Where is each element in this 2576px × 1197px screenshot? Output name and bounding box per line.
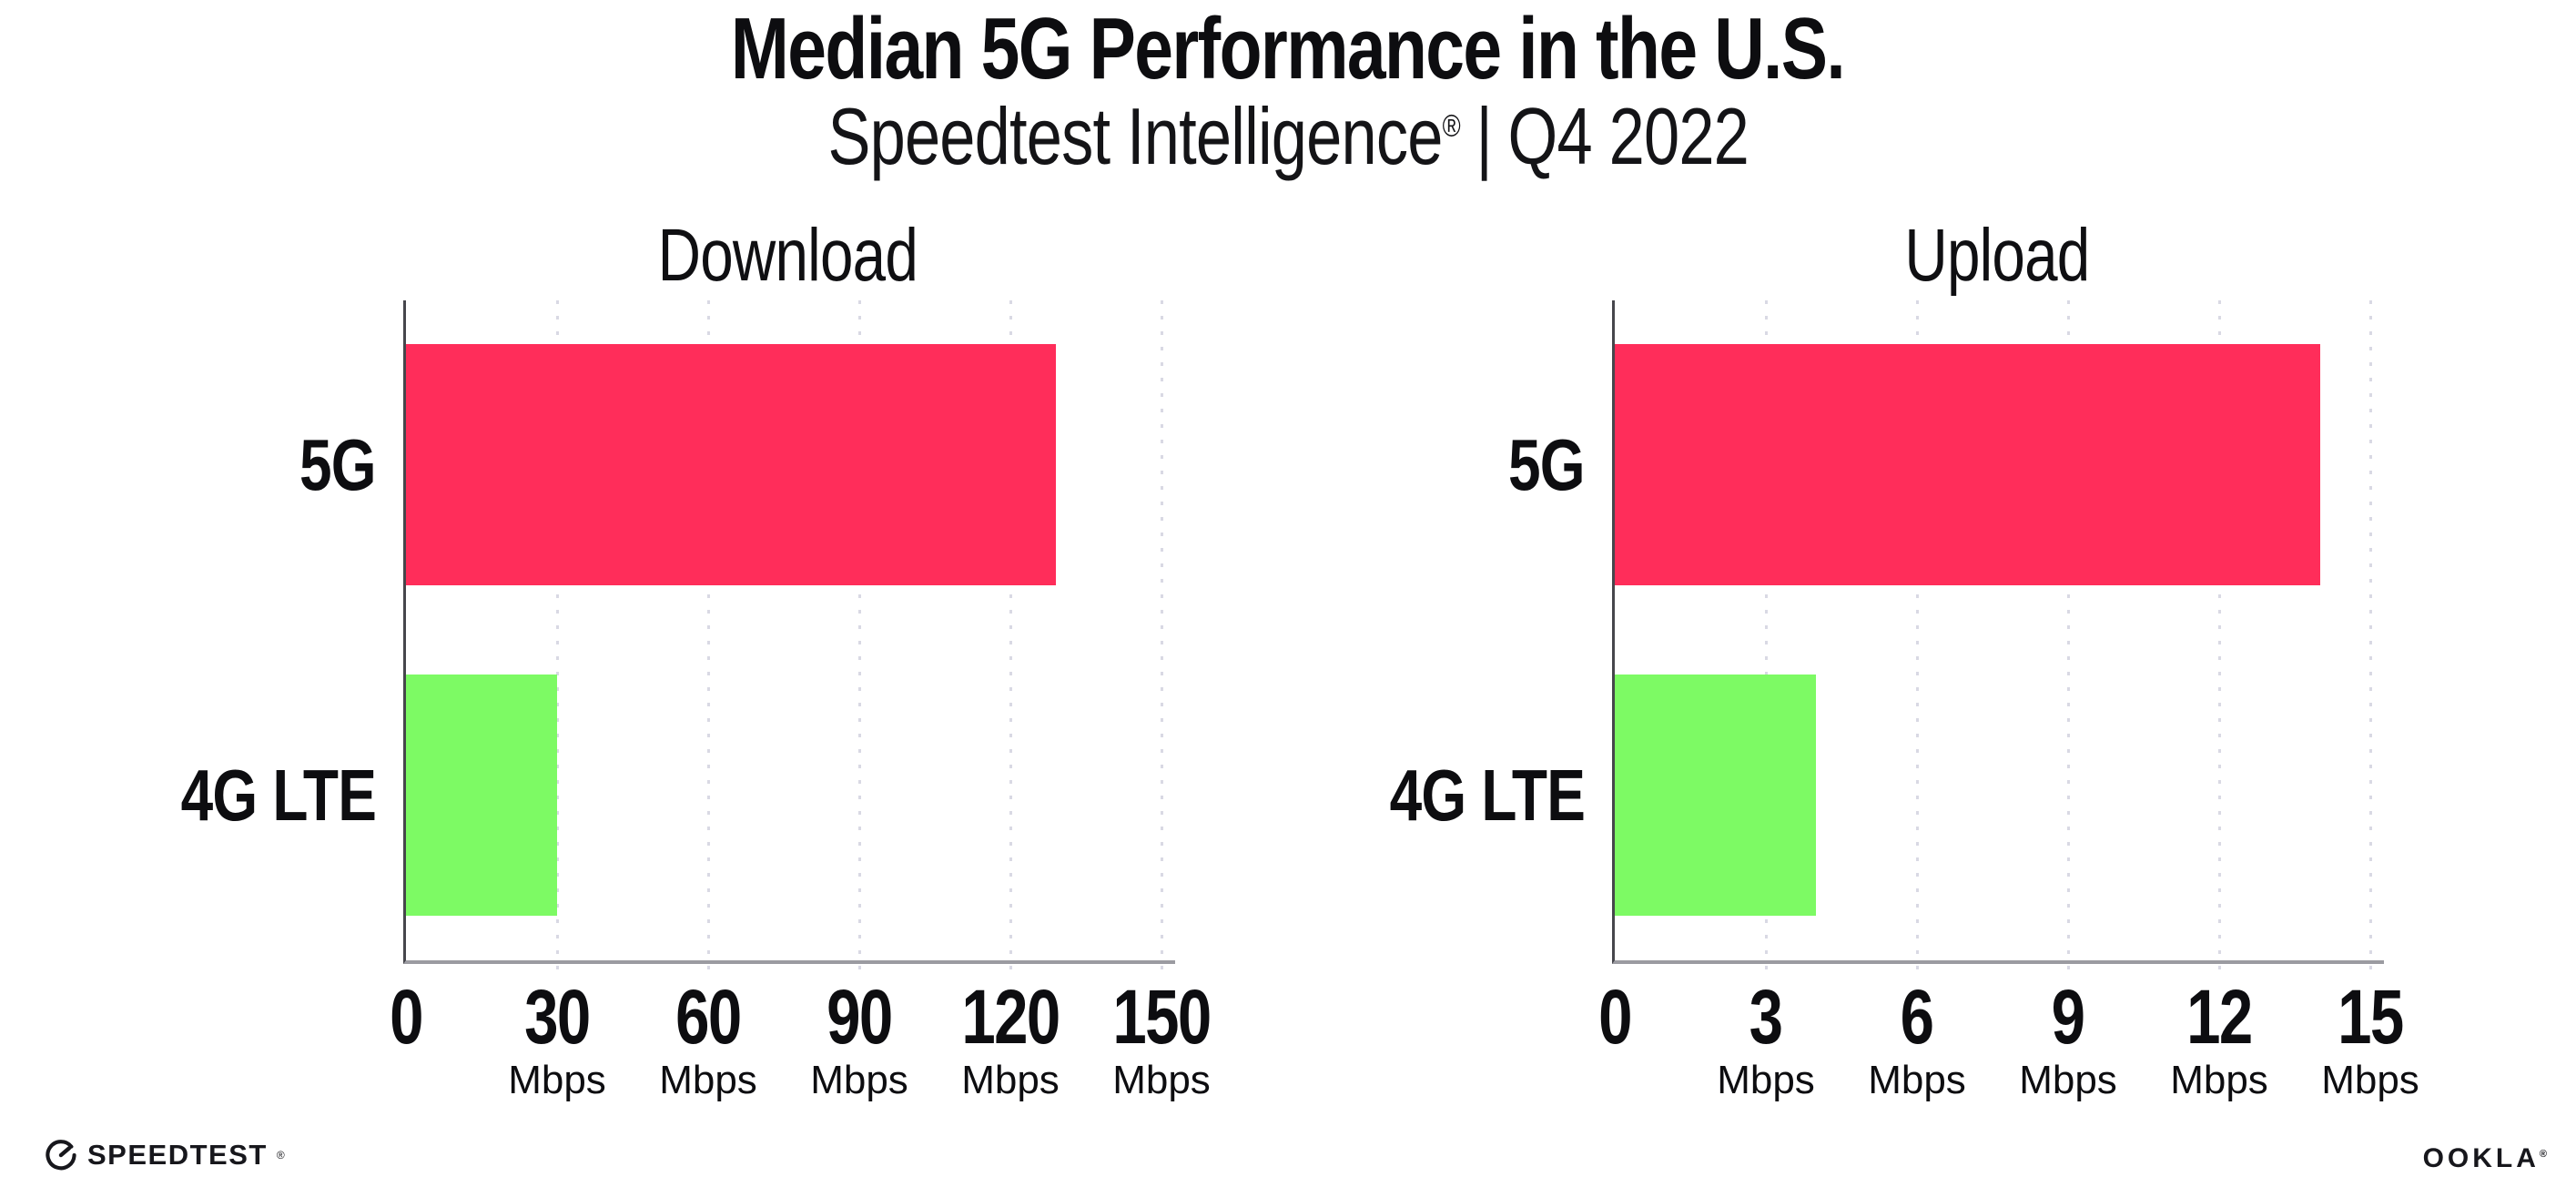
y-label-text: 5G (299, 423, 377, 505)
bar-5g-upload (1615, 344, 2320, 585)
x-tick-value-text: 30 (524, 974, 591, 1060)
x-tick-value: 15 (2321, 979, 2419, 1055)
page-title: Median 5G Performance in the U.S. (0, 0, 2576, 97)
x-tick-value: 9 (2019, 979, 2117, 1055)
x-tick-value-text: 6 (1901, 974, 1934, 1060)
subtitle-period: Q4 2022 (1507, 91, 1749, 181)
x-tick-3-upload: 3 Mbps (1717, 979, 1815, 1102)
x-tick-value-text: 0 (1598, 974, 1632, 1060)
x-tick-unit: Mbps (810, 1058, 908, 1102)
gridline-9-mbps-upload (2067, 300, 2070, 979)
x-tick-value: 150 (1100, 979, 1222, 1055)
x-tick-unit: Mbps (659, 1058, 757, 1102)
x-tick-120-download: 120 Mbps (949, 979, 1071, 1102)
x-tick-value-text: 3 (1749, 974, 1783, 1060)
chart-title-download: Download (403, 218, 1172, 293)
x-tick-value: 90 (810, 979, 908, 1055)
ookla-logo: OOKLA® (2423, 1143, 2547, 1174)
y-label-5g-upload: 5G (1184, 418, 1586, 512)
x-tick-value: 0 (1595, 979, 1636, 1055)
x-tick-0-upload: 0 (1595, 979, 1636, 1055)
x-tick-unit: Mbps (1868, 1058, 1966, 1102)
x-tick-150-download: 150 Mbps (1100, 979, 1222, 1102)
gridline-150-mbps-download (1161, 300, 1163, 979)
x-tick-9-upload: 9 Mbps (2019, 979, 2117, 1102)
gridline-90-mbps-download (858, 300, 861, 979)
y-label-text: 4G LTE (180, 754, 377, 836)
x-tick-unit: Mbps (2019, 1058, 2117, 1102)
gridline-3-mbps-upload (1765, 300, 1768, 979)
x-tick-60-download: 60 Mbps (659, 979, 757, 1102)
x-tick-unit: Mbps (961, 1058, 1060, 1102)
x-tick-value: 0 (386, 979, 427, 1055)
gridline-30-mbps-download (556, 300, 559, 979)
y-label-text: 5G (1508, 423, 1586, 505)
x-tick-12-upload: 12 Mbps (2170, 979, 2268, 1102)
page-subtitle-text: Speedtest Intelligence® | Q4 2022 (827, 91, 1749, 181)
gridline-120-mbps-download (1009, 300, 1012, 979)
x-tick-value-text: 9 (2052, 974, 2085, 1060)
bar-4g-lte-download (406, 675, 557, 916)
page-title-text: Median 5G Performance in the U.S. (731, 0, 1846, 97)
y-label-4g-lte-upload: 4G LTE (1184, 748, 1586, 843)
ookla-wordmark: OOKLA (2422, 1143, 2540, 1173)
gridline-60-mbps-download (707, 300, 710, 979)
plot-upload: 0 3 Mbps 6 Mbps 9 Mbps 12 Mbps 15 Mbps (1598, 300, 2419, 1102)
x-tick-value-text: 60 (675, 974, 742, 1060)
x-tick-value-text: 12 (2186, 974, 2253, 1060)
x-tick-90-download: 90 Mbps (810, 979, 908, 1102)
x-tick-unit: Mbps (2170, 1058, 2268, 1102)
x-tick-value: 120 (949, 979, 1071, 1055)
y-label-5g-download: 5G (0, 418, 377, 512)
x-tick-unit: Mbps (2321, 1058, 2419, 1102)
x-tick-30-download: 30 Mbps (508, 979, 606, 1102)
subtitle-separator: | (1476, 91, 1492, 181)
x-tick-6-upload: 6 Mbps (1868, 979, 1966, 1102)
chart-title-text: Download (657, 214, 918, 297)
y-label-4g-lte-download: 4G LTE (0, 748, 377, 843)
y-label-text: 4G LTE (1389, 754, 1586, 836)
x-tick-0-download: 0 (386, 979, 427, 1055)
x-tick-unit: Mbps (508, 1058, 606, 1102)
plot-download: 0 30 Mbps 60 Mbps 90 Mbps 120 Mbps 150 Mbps (390, 300, 1212, 1102)
ookla-registered-mark: ® (2539, 1149, 2547, 1160)
registered-mark: ® (1442, 108, 1460, 144)
bar-4g-lte-upload (1615, 675, 1816, 916)
x-tick-15-upload: 15 Mbps (2321, 979, 2419, 1102)
gauge-icon (46, 1140, 76, 1171)
chart-title-upload: Upload (1612, 218, 2381, 293)
x-tick-value-text: 0 (390, 974, 423, 1060)
bar-5g-download (406, 344, 1056, 585)
subtitle-brand: Speedtest Intelligence (827, 91, 1443, 181)
x-tick-value: 12 (2170, 979, 2268, 1055)
x-tick-value-text: 15 (2338, 974, 2404, 1060)
speedtest-logo: SPEEDTEST ® (44, 1138, 285, 1172)
page-subtitle: Speedtest Intelligence® | Q4 2022 (0, 91, 2576, 181)
gridline-15-mbps-upload (2369, 300, 2372, 979)
speedtest-wordmark: SPEEDTEST (87, 1139, 268, 1171)
x-tick-unit: Mbps (1112, 1058, 1211, 1102)
x-tick-value-text: 120 (961, 974, 1060, 1060)
x-tick-value-text: 90 (827, 974, 893, 1060)
x-tick-value: 6 (1868, 979, 1966, 1055)
x-tick-unit: Mbps (1717, 1058, 1815, 1102)
x-tick-value: 3 (1717, 979, 1815, 1055)
x-tick-value: 60 (659, 979, 757, 1055)
x-tick-value-text: 150 (1112, 974, 1212, 1060)
gridline-12-mbps-upload (2218, 300, 2221, 979)
gridline-6-mbps-upload (1916, 300, 1919, 979)
x-tick-value: 30 (508, 979, 606, 1055)
chart-title-text: Upload (1903, 214, 2090, 297)
